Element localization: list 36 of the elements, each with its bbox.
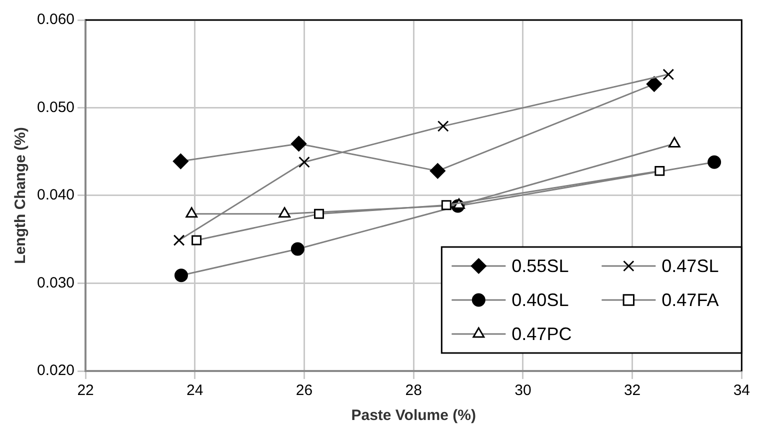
point: [291, 136, 307, 152]
point: [174, 268, 188, 282]
legend-label: 0.47SL: [662, 256, 719, 276]
point: [437, 120, 449, 132]
point: [646, 76, 662, 92]
x-tick-label: 34: [733, 382, 750, 400]
legend-label: 0.47FA: [662, 290, 719, 310]
legend-label: 0.40SL: [512, 290, 569, 310]
point: [654, 166, 665, 176]
x-tick-label: 26: [296, 382, 313, 400]
point: [172, 154, 188, 170]
point: [186, 207, 198, 218]
point: [192, 235, 202, 246]
y-tick-label: 0.030: [36, 274, 75, 292]
y-tick-label: 0.060: [36, 11, 75, 28]
point: [708, 155, 722, 169]
legend-label: 0.47PC: [512, 324, 572, 344]
x-tick-label: 24: [186, 382, 204, 400]
y-tick-label: 0.020: [36, 362, 75, 380]
y-tick-label: 0.050: [36, 98, 75, 116]
y-axis-title: Length Change (%): [12, 127, 30, 264]
point: [278, 207, 291, 218]
point: [173, 234, 185, 246]
x-axis-title: Paste Volume (%): [351, 407, 476, 424]
x-tick-label: 22: [77, 382, 94, 400]
point: [290, 242, 304, 256]
legend-label: 0.55SL: [512, 256, 569, 276]
point: [314, 208, 324, 219]
point: [430, 163, 446, 179]
x-tick-label: 30: [514, 382, 532, 400]
point: [441, 200, 452, 210]
y-tick-label: 0.040: [36, 186, 75, 204]
x-tick-label: 32: [624, 382, 641, 400]
point: [298, 156, 310, 168]
point: [662, 68, 674, 80]
x-tick-label: 28: [405, 382, 422, 400]
